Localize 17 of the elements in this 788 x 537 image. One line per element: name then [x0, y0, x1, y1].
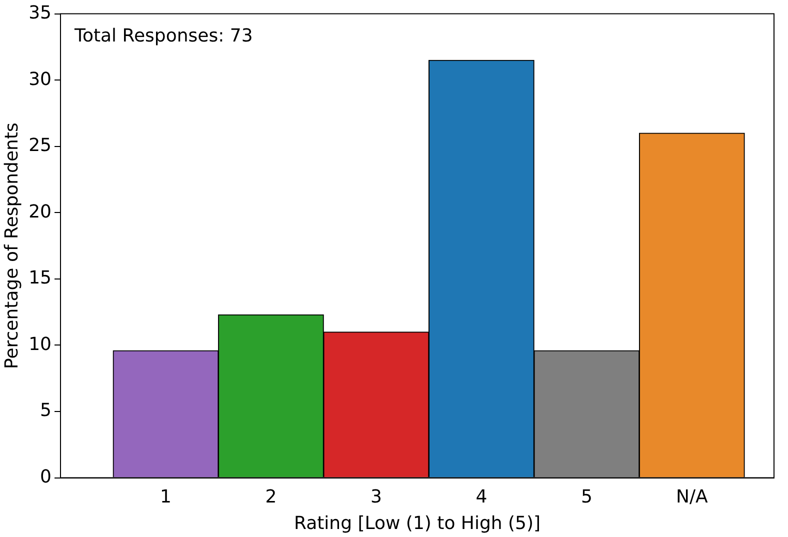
y-tick-label: 20: [28, 201, 52, 222]
y-tick-label: 15: [28, 268, 52, 289]
x-tick-label: 2: [265, 486, 277, 508]
y-tick-label: 30: [28, 68, 52, 90]
y-tick-label: 25: [28, 135, 52, 156]
y-tick-label: 0: [40, 466, 52, 488]
x-tick-label: 4: [476, 486, 488, 508]
y-axis-title: Percentage of Respondents: [1, 122, 22, 370]
x-tick-label: 1: [160, 486, 172, 508]
x-axis-title: Rating [Low (1) to High (5)]: [294, 512, 541, 534]
x-tick-label: N/A: [676, 486, 709, 508]
y-tick-label: 5: [40, 400, 52, 422]
annotation: Total Responses: 73: [74, 25, 253, 46]
x-tick-label: 3: [370, 486, 382, 508]
y-tick-label: 35: [28, 2, 52, 24]
x-tick-label: 5: [580, 486, 592, 508]
y-tick-label: 10: [28, 334, 52, 355]
